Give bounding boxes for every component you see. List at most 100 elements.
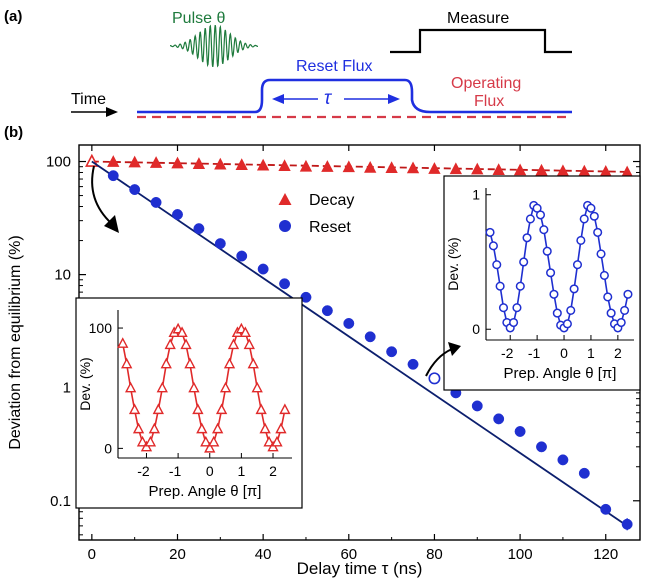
inset-point xyxy=(259,422,271,434)
inset-point xyxy=(128,403,141,415)
inset-point xyxy=(485,227,495,237)
inset-point xyxy=(535,210,546,220)
decay-point xyxy=(128,155,141,168)
reset-point xyxy=(493,413,505,425)
inset-x-tick-label: 2 xyxy=(269,463,277,479)
inset-point xyxy=(251,381,263,393)
decay-callout-arrow xyxy=(91,165,113,225)
decay-fit-line xyxy=(91,160,628,173)
inset-decay-chart: -2 -1 0 1 2 0 100 Prep. Angle θ [π] Dev. (%) xyxy=(75,297,303,509)
callout-arrows xyxy=(91,165,461,377)
reset-point xyxy=(536,441,547,453)
inset-point xyxy=(620,305,630,315)
inset-point xyxy=(164,338,176,350)
reset-flux-trace xyxy=(137,78,572,114)
inset-point xyxy=(606,308,616,318)
inset-point xyxy=(121,357,133,369)
inset-point xyxy=(509,317,519,328)
inset-point xyxy=(263,435,275,447)
x-tick-label: 120 xyxy=(593,546,618,563)
x-tick-label: 80 xyxy=(426,546,443,563)
inset-point xyxy=(603,292,613,302)
inset-point xyxy=(152,403,164,415)
measure-label: Measure xyxy=(447,10,509,27)
inset-point xyxy=(616,317,626,328)
inset-point xyxy=(156,381,168,393)
inset-point xyxy=(572,260,583,270)
reset-point xyxy=(407,358,419,370)
inset-x-tick-label: 0 xyxy=(560,345,568,361)
inset-point xyxy=(192,403,204,415)
decay-point xyxy=(428,162,441,174)
y-tick-label: 0.1 xyxy=(50,493,71,510)
inset-point xyxy=(275,422,287,434)
decay-point xyxy=(299,159,313,172)
reset-callout-arrow xyxy=(425,348,453,377)
inset-point xyxy=(488,241,498,251)
y-tick-label: 1 xyxy=(63,380,71,397)
reset-point xyxy=(107,170,119,182)
inset-point xyxy=(279,403,291,415)
decay-point xyxy=(214,157,227,170)
inset-point xyxy=(586,203,596,213)
inset-point xyxy=(180,338,192,350)
inset-point xyxy=(562,319,572,329)
x-tick-label: 0 xyxy=(88,546,96,563)
inset-y-tick-label: 0 xyxy=(104,440,112,456)
reset-callout-arrowhead xyxy=(448,342,461,356)
inset-point xyxy=(569,284,579,294)
inset-y-tick-label: 1 xyxy=(472,187,480,203)
operating-flux-label-1: Operating xyxy=(451,75,521,92)
decay-point xyxy=(321,160,334,172)
reset-point xyxy=(321,305,333,317)
tau-arrow-head-left xyxy=(272,94,284,104)
inset-point xyxy=(495,281,505,291)
inset-point xyxy=(579,214,589,224)
inset-x-tick-label: -2 xyxy=(137,463,150,479)
inset-point xyxy=(188,381,200,393)
inset-y-tick-label: 100 xyxy=(89,320,113,336)
panel-label-b: (b) xyxy=(4,124,23,141)
inset-point xyxy=(271,435,283,447)
inset-point xyxy=(247,357,259,369)
inset-point xyxy=(136,435,149,447)
reset-point xyxy=(257,263,269,275)
inset-x-tick-label: -1 xyxy=(528,345,541,361)
reset-point xyxy=(150,196,162,208)
decay-point xyxy=(364,160,377,173)
reset-point xyxy=(214,238,226,250)
legend-decay-marker xyxy=(278,193,292,205)
inset-point xyxy=(176,326,188,338)
inset-point xyxy=(525,214,535,224)
inset-point xyxy=(124,381,137,393)
inset-point xyxy=(239,326,251,338)
inset-y-label: Dev. (%) xyxy=(445,237,461,290)
reset-fit-line xyxy=(91,160,628,527)
reset-point xyxy=(514,426,526,437)
inset-point xyxy=(184,357,196,369)
decay-point xyxy=(471,162,484,175)
inset-x-tick-label: -2 xyxy=(501,345,514,361)
inset-point xyxy=(566,305,576,315)
inset-point xyxy=(144,435,157,447)
reset-flux-label: Reset Flux xyxy=(296,58,372,75)
operating-flux-label-2: Flux xyxy=(474,93,504,110)
inset-point xyxy=(243,338,255,350)
inset-point xyxy=(589,211,599,221)
decay-point xyxy=(449,162,463,175)
inset-point xyxy=(512,303,522,313)
inset-y-label: Dev. (%) xyxy=(77,357,93,410)
inset-point xyxy=(515,281,525,291)
reset-point xyxy=(343,317,355,329)
inset-point xyxy=(215,403,228,415)
inset-point xyxy=(196,422,208,434)
inset-point xyxy=(132,422,145,434)
inset-reset-chart: -2 -1 0 1 2 0 1 Prep. Angle θ [π] Dev. (%) xyxy=(443,175,641,391)
inset-y-tick-label: 0 xyxy=(472,321,480,337)
inset-x-tick-label: -1 xyxy=(169,463,182,479)
inset-x-tick-label: 1 xyxy=(587,345,595,361)
measure-trace xyxy=(390,28,572,54)
reset-point xyxy=(236,250,248,262)
